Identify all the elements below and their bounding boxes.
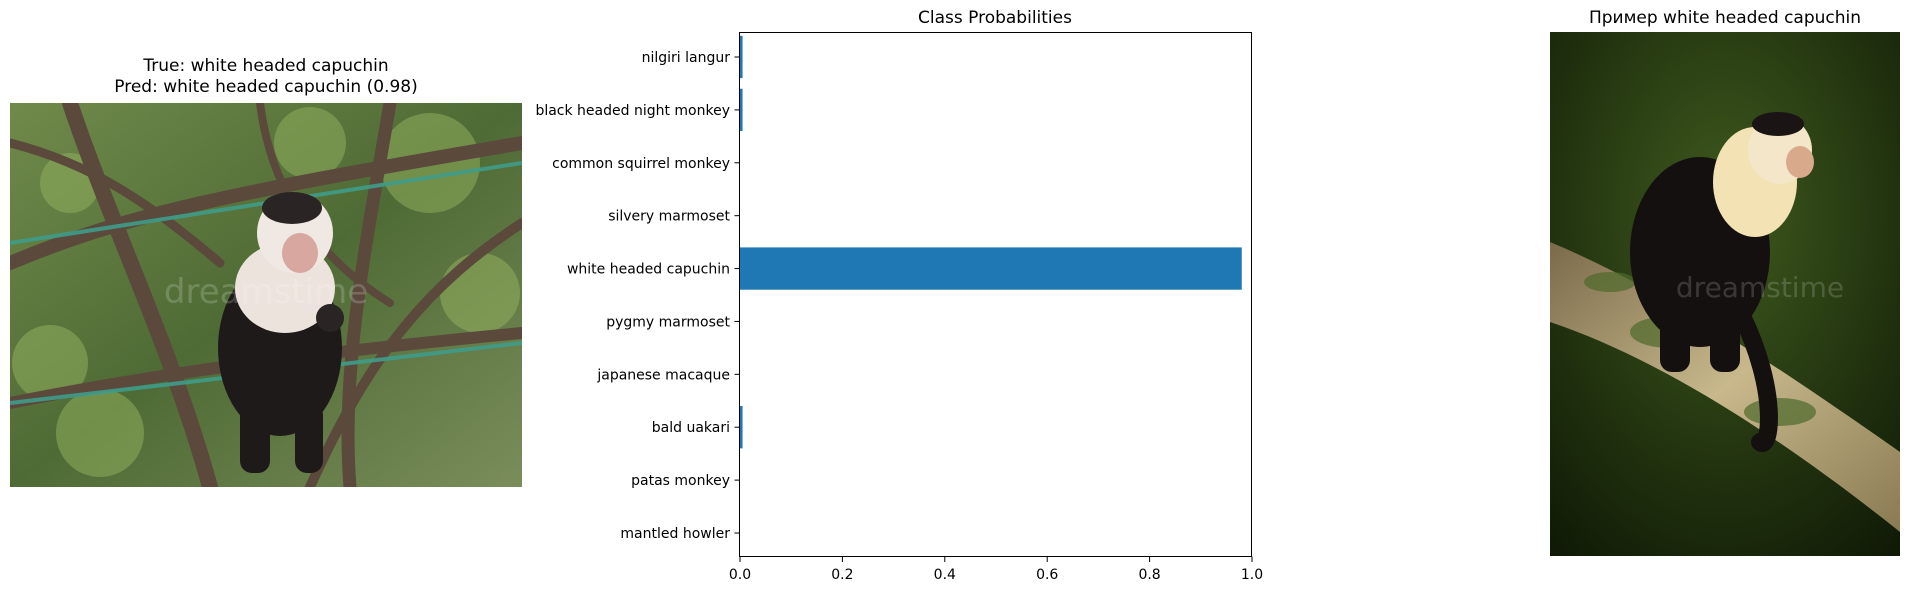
y-tick-label: mantled howler <box>620 526 730 542</box>
y-tick-label: silvery marmoset <box>608 209 730 225</box>
y-tick-label: patas monkey <box>631 473 730 489</box>
y-tick-label: pygmy marmoset <box>606 314 730 330</box>
watermark-left: dreamstime <box>164 272 368 312</box>
left-title-line-1: True: white headed capuchin <box>143 56 389 76</box>
y-tick-label: black headed night monkey <box>535 103 730 119</box>
x-tick-label: 0.4 <box>934 567 956 583</box>
bar-white-headed-capuchin <box>740 247 1242 290</box>
capuchin-photo-left: dreamstime <box>10 103 522 487</box>
right-title: Пример white headed capuchin <box>1588 8 1862 28</box>
bar-black-headed-night-monkey <box>740 88 743 132</box>
bar-bald-uakari <box>740 406 743 449</box>
bar-nilgiri-langur <box>740 35 743 79</box>
x-tick-label: 0.6 <box>1036 567 1058 583</box>
y-tick-label: nilgiri langur <box>642 50 731 66</box>
x-tick-label: 1.0 <box>1241 567 1263 583</box>
plot-frame <box>739 32 1252 557</box>
left-title-line-2: Pred: white headed capuchin (0.98) <box>114 77 418 97</box>
x-tick-label: 0.0 <box>729 567 751 583</box>
chart-title: Class Probabilities <box>918 8 1072 28</box>
y-tick-label: white headed capuchin <box>567 262 730 278</box>
watermark-right: dreamstime <box>1676 271 1844 304</box>
y-tick-label: bald uakari <box>652 420 730 436</box>
y-tick-label: common squirrel monkey <box>552 156 730 172</box>
x-tick-label: 0.2 <box>831 567 853 583</box>
capuchin-photo-right: dreamstime <box>1550 32 1900 556</box>
y-tick-label: japanese macaque <box>596 367 730 383</box>
x-tick-label: 0.8 <box>1138 567 1160 583</box>
